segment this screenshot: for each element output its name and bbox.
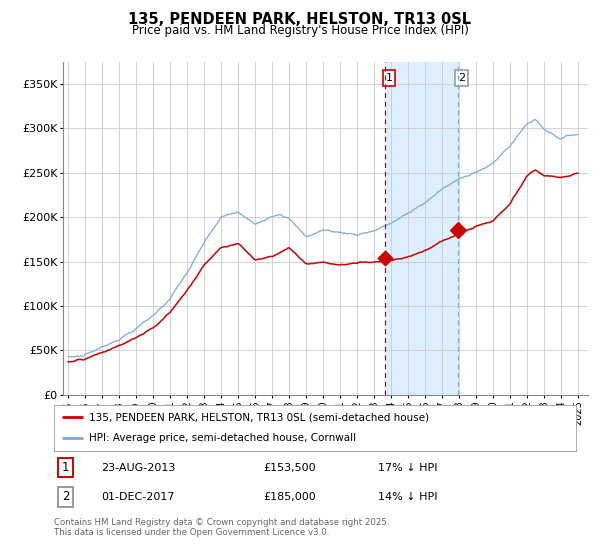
Text: 1: 1 [62, 461, 69, 474]
Point [453, 226, 463, 235]
Text: 17% ↓ HPI: 17% ↓ HPI [377, 463, 437, 473]
Text: £185,000: £185,000 [263, 492, 316, 502]
Text: £153,500: £153,500 [263, 463, 316, 473]
Text: 1: 1 [386, 73, 393, 83]
Text: 01-DEC-2017: 01-DEC-2017 [101, 492, 175, 502]
Bar [385, 62, 458, 395]
Text: 135, PENDEEN PARK, HELSTON, TR13 0SL: 135, PENDEEN PARK, HELSTON, TR13 0SL [128, 12, 472, 27]
Text: 2: 2 [458, 73, 466, 83]
Text: 14% ↓ HPI: 14% ↓ HPI [377, 492, 437, 502]
Text: Price paid vs. HM Land Registry's House Price Index (HPI): Price paid vs. HM Land Registry's House … [131, 24, 469, 36]
Text: HPI: Average price, semi-detached house, Cornwall: HPI: Average price, semi-detached house,… [89, 433, 356, 444]
Text: Contains HM Land Registry data © Crown copyright and database right 2025.
This d: Contains HM Land Registry data © Crown c… [54, 518, 389, 538]
Point [380, 254, 390, 263]
Text: 2: 2 [62, 490, 69, 503]
Text: 135, PENDEEN PARK, HELSTON, TR13 0SL (semi-detached house): 135, PENDEEN PARK, HELSTON, TR13 0SL (se… [89, 412, 430, 422]
Text: 23-AUG-2013: 23-AUG-2013 [101, 463, 175, 473]
